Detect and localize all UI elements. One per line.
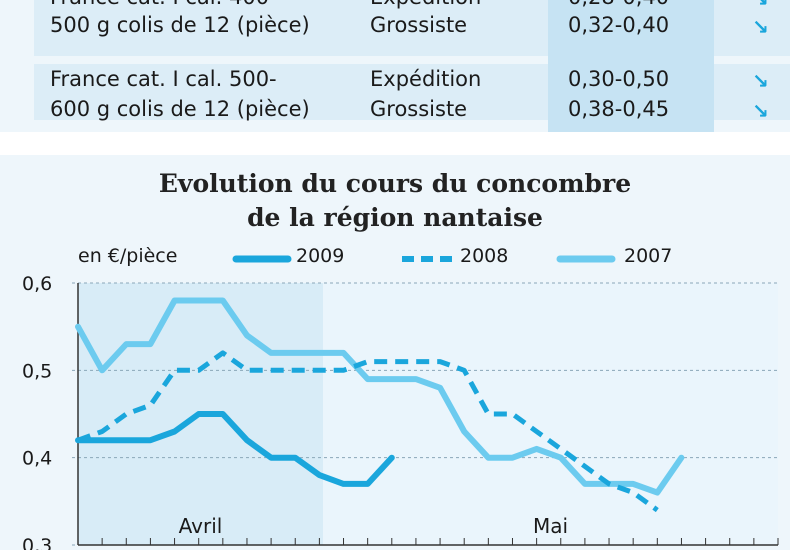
month-label: Avril — [179, 514, 223, 538]
y-axis-unit: en €/pièce — [78, 245, 178, 267]
product-label: France cat. I cal. 500- — [50, 67, 277, 91]
trend-down-icon: ↘ — [752, 69, 769, 93]
chart-subtitle: de la région nantaise — [247, 203, 543, 232]
trend-down-icon: ↘ — [752, 99, 769, 123]
product-label: 500 g colis de 12 (pièce) — [50, 13, 310, 37]
chart-title: Evolution du cours du concombre — [158, 169, 632, 198]
price-value: 0,28-0,40 — [568, 0, 669, 12]
price-column — [548, 0, 714, 132]
legend-label-2007: 2007 — [624, 245, 673, 267]
stage-label: Grossiste — [370, 13, 468, 37]
legend-label-2008: 2008 — [460, 245, 509, 267]
price-value: 0,32-0,40 — [568, 13, 670, 37]
trend-down-icon: ↘ — [752, 15, 769, 39]
product-label: France cat. I cal. 400- — [50, 0, 277, 12]
plot-area: 0,3 0,4 0,5 0,6 Avril Mai — [22, 273, 779, 550]
y-tick-label: 0,5 — [22, 360, 52, 382]
series-line-2007 — [75, 297, 685, 496]
y-tick-label: 0,4 — [22, 448, 52, 470]
stage-label: Expédition — [370, 0, 481, 12]
stage-label: Grossiste — [370, 97, 468, 121]
trend-down-icon: ↘ — [752, 0, 769, 14]
stage-label: Expédition — [370, 67, 482, 91]
price-value: 0,30-0,50 — [568, 67, 670, 91]
price-table: France cat. I cal. 400- 500 g colis de 1… — [0, 0, 790, 132]
month-label: Mai — [533, 514, 568, 538]
series-line-2009 — [75, 411, 395, 487]
y-tick-label: 0,6 — [22, 273, 52, 295]
legend-label-2009: 2009 — [296, 245, 345, 267]
price-value: 0,38-0,45 — [568, 97, 670, 121]
product-label: 600 g colis de 12 (pièce) — [50, 97, 310, 121]
y-tick-label: 0,3 — [22, 535, 52, 550]
